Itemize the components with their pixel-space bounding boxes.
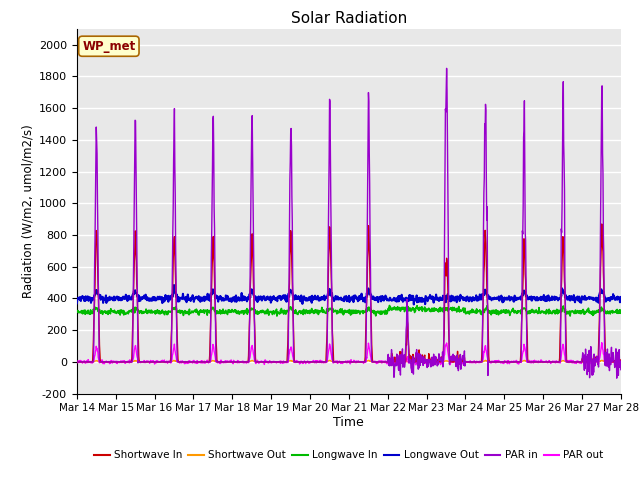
- Text: WP_met: WP_met: [82, 40, 136, 53]
- Y-axis label: Radiation (W/m2, umol/m2/s): Radiation (W/m2, umol/m2/s): [22, 124, 35, 298]
- Title: Solar Radiation: Solar Radiation: [291, 11, 407, 26]
- X-axis label: Time: Time: [333, 416, 364, 429]
- Legend: Shortwave In, Shortwave Out, Longwave In, Longwave Out, PAR in, PAR out: Shortwave In, Shortwave Out, Longwave In…: [90, 446, 608, 465]
